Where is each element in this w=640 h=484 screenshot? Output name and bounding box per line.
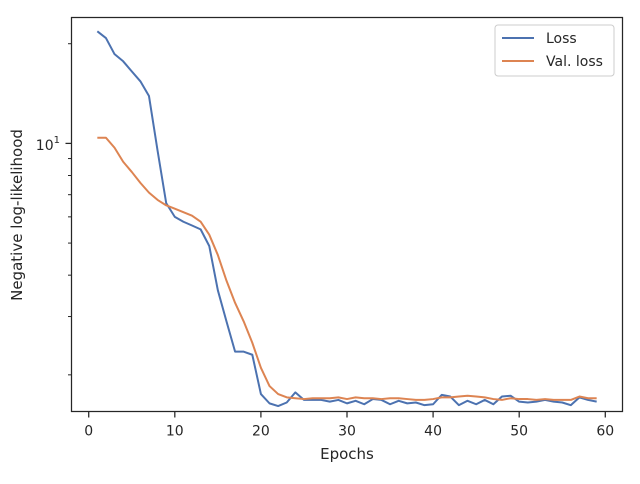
series-group bbox=[96, 30, 597, 408]
y-tick-label-exp: 1 bbox=[54, 135, 60, 146]
x-tick-label: 40 bbox=[424, 424, 442, 440]
legend-label-val-loss: Val. loss bbox=[546, 54, 603, 70]
tick-group: 0 10 20 30 40 50 60 bbox=[65, 43, 614, 440]
x-tick-label: 50 bbox=[510, 424, 528, 440]
y-tick-label-10: 101 bbox=[36, 135, 60, 154]
x-tick-label: 10 bbox=[166, 424, 184, 440]
plot-frame bbox=[70, 16, 624, 413]
series-line-1 bbox=[97, 136, 597, 401]
y-tick-label-base: 10 bbox=[36, 138, 54, 154]
y-axis-title: Negative log-likelihood bbox=[8, 129, 26, 301]
x-axis-title: Epochs bbox=[320, 445, 374, 463]
legend: Loss Val. loss bbox=[494, 24, 615, 77]
series-line-0 bbox=[96, 30, 597, 408]
x-tick-label: 20 bbox=[252, 424, 270, 440]
x-tick-label: 0 bbox=[84, 424, 93, 440]
x-tick-label: 60 bbox=[596, 424, 614, 440]
legend-label-loss: Loss bbox=[546, 31, 577, 47]
x-tick-label: 30 bbox=[338, 424, 356, 440]
